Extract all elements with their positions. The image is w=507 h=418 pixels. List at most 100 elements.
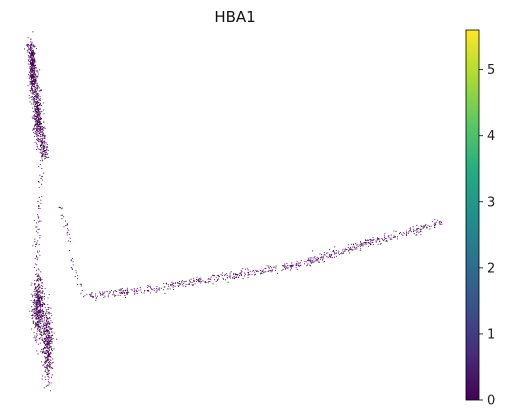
scatter-point — [402, 232, 404, 234]
scatter-point — [79, 283, 81, 285]
scatter-point — [34, 76, 36, 79]
scatter-point — [51, 348, 53, 350]
scatter-point — [392, 236, 394, 238]
scatter-point — [34, 300, 36, 302]
scatter-point — [44, 338, 46, 340]
scatter-point — [35, 111, 37, 113]
scatter-point — [344, 251, 346, 253]
scatter-point — [34, 327, 36, 329]
scatter-point — [41, 131, 43, 133]
scatter-point — [33, 71, 35, 74]
scatter-point — [430, 225, 432, 227]
scatter-point — [31, 116, 33, 118]
scatter-point — [40, 291, 42, 293]
scatter-point — [284, 266, 286, 269]
scatter-point — [389, 238, 391, 240]
scatter-point — [41, 195, 43, 197]
scatter-point — [30, 41, 32, 43]
scatter-point — [33, 331, 35, 334]
scatter-point — [440, 221, 442, 224]
scatter-point — [176, 282, 179, 284]
scatter-point — [361, 245, 363, 247]
scatter-point — [425, 223, 427, 225]
scatter-point — [38, 90, 40, 92]
scatter-point — [35, 243, 37, 245]
scatter-point — [41, 351, 44, 353]
scatter-point — [43, 320, 45, 322]
scatter-point — [28, 47, 30, 49]
scatter-point — [436, 219, 438, 221]
scatter-point — [69, 250, 71, 252]
scatter-point — [34, 101, 36, 103]
scatter-point — [61, 214, 63, 216]
scatter-point — [40, 121, 42, 123]
scatter-point — [34, 91, 36, 93]
scatter-point — [46, 334, 48, 336]
scatter-point — [422, 227, 424, 229]
scatter-point — [102, 292, 104, 294]
scatter-point — [366, 243, 368, 245]
scatter-point — [376, 237, 379, 239]
scatter-point — [184, 281, 186, 283]
scatter-point — [45, 344, 47, 346]
scatter-point — [36, 142, 38, 144]
scatter-point — [384, 237, 386, 239]
scatter-point — [262, 272, 265, 274]
scatter-point — [34, 109, 36, 111]
scatter-point — [46, 329, 48, 331]
scatter-point — [372, 239, 374, 241]
scatter-point — [47, 323, 49, 325]
scatter-point — [370, 239, 372, 241]
colorbar-tick-label: 2 — [487, 261, 495, 276]
scatter-point — [367, 242, 369, 244]
scatter-point — [34, 280, 36, 282]
scatter-point — [26, 50, 28, 52]
scatter-point — [419, 231, 421, 233]
scatter-point — [49, 359, 51, 361]
scatter-point — [426, 227, 428, 229]
scatter-point — [39, 287, 41, 289]
scatter-point — [47, 297, 49, 299]
scatter-point — [132, 289, 134, 291]
scatter-point — [146, 286, 148, 288]
scatter-point — [35, 88, 37, 90]
scatter-point — [38, 120, 40, 122]
scatter-point — [43, 109, 45, 111]
scatter-point — [199, 279, 201, 281]
scatter-point — [126, 293, 128, 296]
scatter-point — [387, 235, 389, 237]
scatter-point — [34, 77, 36, 79]
scatter-point — [140, 289, 142, 291]
scatter-point — [48, 361, 50, 363]
scatter-point — [36, 226, 38, 228]
scatter-point — [47, 358, 50, 361]
scatter-point — [91, 295, 94, 297]
scatter-point — [334, 252, 336, 254]
scatter-point — [39, 208, 41, 210]
scatter-point — [46, 316, 48, 319]
scatter-point — [299, 262, 301, 264]
scatter-point — [338, 253, 340, 256]
scatter-point — [28, 97, 30, 99]
scatter-point — [310, 261, 312, 263]
scatter-point — [31, 296, 34, 298]
scatter-point — [310, 259, 312, 261]
scatter-point — [47, 351, 49, 353]
scatter-point — [46, 345, 49, 347]
scatter-point — [68, 233, 70, 235]
scatter-point — [36, 242, 38, 244]
scatter-point — [63, 216, 65, 218]
scatter-point — [70, 259, 73, 261]
scatter-point — [102, 291, 104, 293]
scatter-point — [42, 349, 44, 351]
scatter-point — [44, 330, 46, 332]
scatter-point — [285, 267, 288, 269]
scatter-point — [270, 271, 272, 273]
scatter-point — [42, 302, 44, 304]
scatter-point — [197, 279, 200, 281]
scatter-point — [44, 376, 46, 378]
scatter-point — [36, 287, 38, 289]
scatter-point — [44, 149, 46, 151]
scatter-point — [104, 295, 106, 297]
scatter-point — [43, 323, 45, 325]
